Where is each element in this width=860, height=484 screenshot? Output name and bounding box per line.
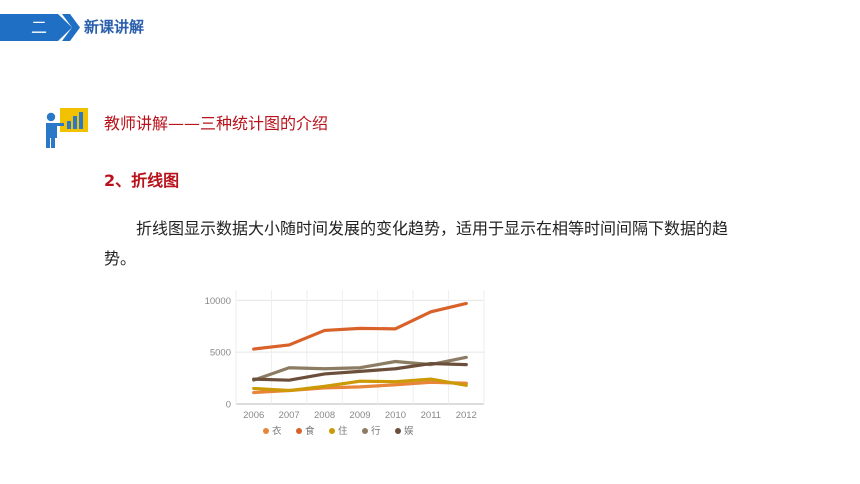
x-tick-label: 2006 [243,410,264,421]
x-tick-label: 2009 [349,410,370,421]
section-tag: 二 [0,14,80,41]
subheading: 教师讲解——三种统计图的介绍 [104,114,329,133]
x-tick-label: 2007 [279,410,300,421]
y-tick-label: 10000 [205,296,231,307]
series-line [252,355,468,382]
section-tag-shape [0,14,72,41]
legend-marker [329,428,335,434]
legend-marker [395,428,401,434]
y-tick-label: 5000 [210,348,231,359]
x-tick-label: 2010 [385,410,406,421]
section-title: 新课讲解 [84,18,145,36]
y-tick-label: 0 [226,400,231,411]
legend-marker [263,428,269,434]
point-description: 折线图显示数据大小随时间发展的变化趋势，适用于显示在相等时间间隔下数据的趋势。 [104,219,729,268]
x-tick-label: 2008 [314,410,335,421]
legend-marker [296,428,302,434]
legend-label: 娱 [404,425,414,437]
x-tick-label: 2011 [421,410,441,421]
legend-label: 行 [371,425,381,437]
line-chart: 0 5000 10000 2006 2007 2008 2009 2010 2011 2012 衣 食… [205,290,485,437]
legend-label: 衣 [272,425,282,437]
point-title: 2、折线图 [104,171,180,190]
teacher-pointing-board-icon [44,108,90,150]
series-line [252,301,468,351]
section-tag-arrow [62,14,80,41]
legend-marker [362,428,368,434]
x-tick-label: 2012 [456,410,477,421]
series-line [252,361,468,382]
legend-label: 住 [338,425,348,437]
series-line [252,377,468,393]
legend-label: 食 [305,425,315,437]
section-number: 二 [30,18,47,37]
